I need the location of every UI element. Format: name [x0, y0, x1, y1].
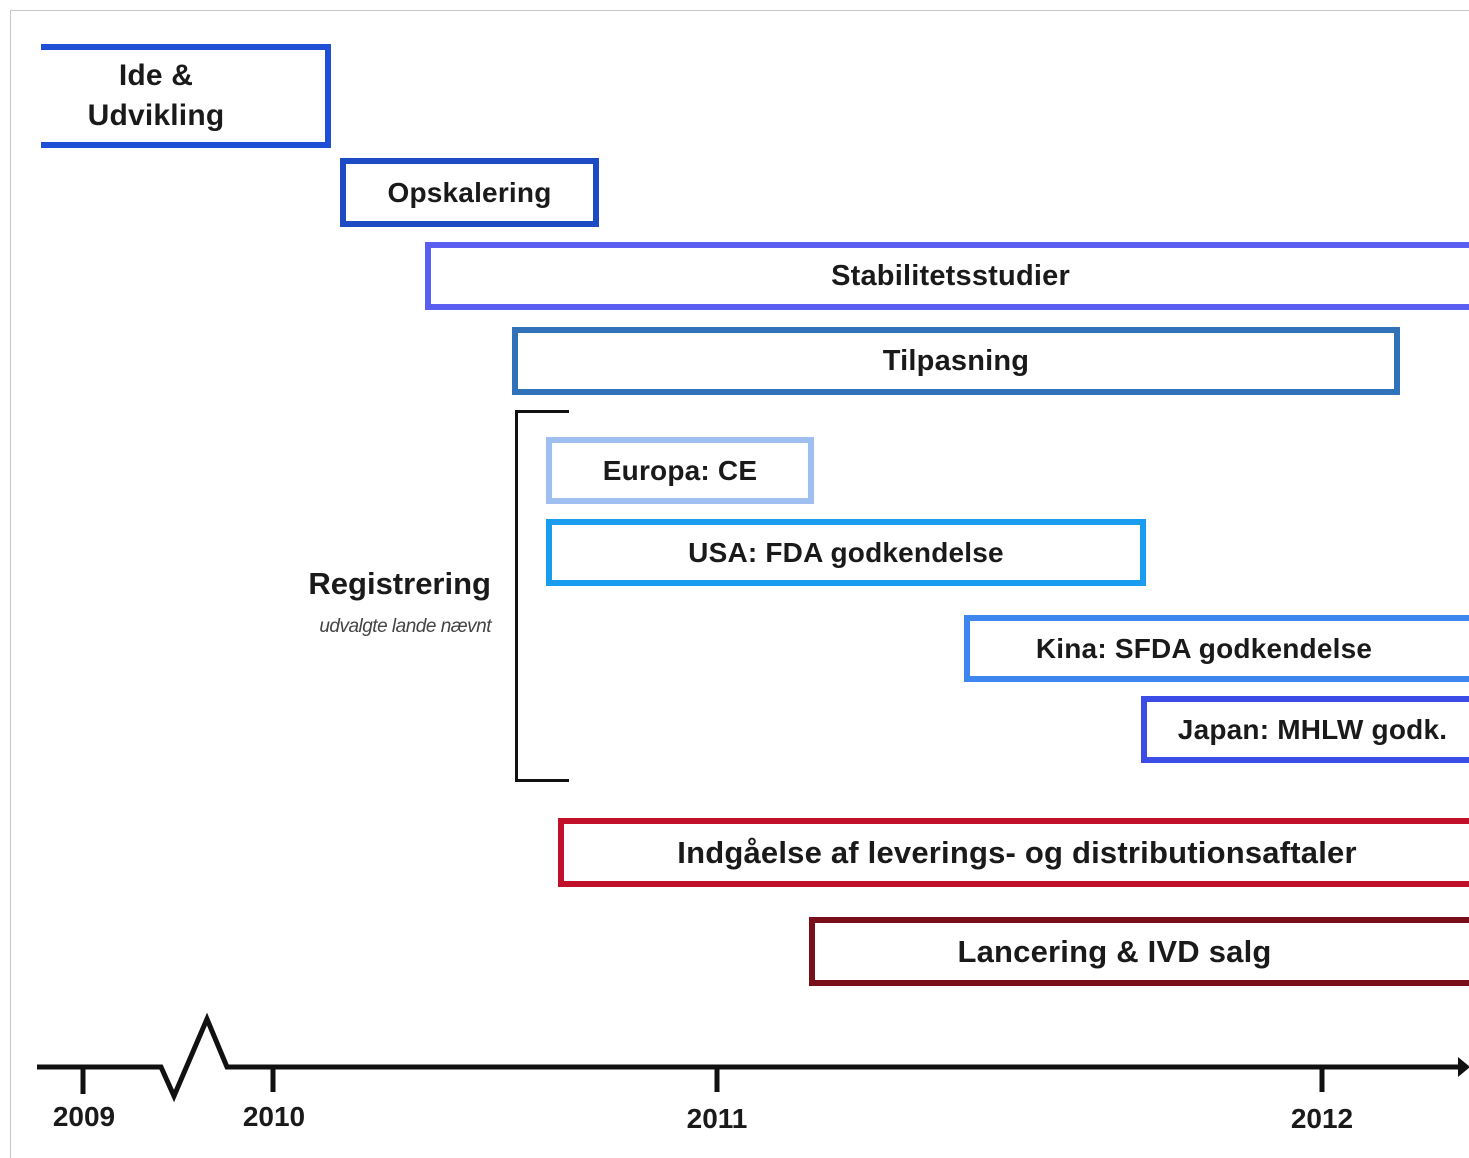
- phase-label: Kina: SFDA godkendelse: [1035, 632, 1373, 664]
- phase-label: Ide & Udvikling: [87, 59, 225, 132]
- phase-kina-sfda: Kina: SFDA godkendelse: [964, 615, 1469, 682]
- registrering-title: Registrering: [308, 566, 491, 601]
- phase-label: Opskalering: [387, 176, 552, 208]
- phase-japan-mhlw: Japan: MHLW godk.: [1141, 696, 1469, 763]
- axis-line: [37, 1012, 1461, 1103]
- phase-label: Tilpasning: [882, 345, 1030, 377]
- year-label-2009: 2009: [52, 1101, 116, 1132]
- phase-lancering-ivd-salg: Lancering & IVD salg: [809, 917, 1469, 986]
- year-label-2010: 2010: [242, 1101, 306, 1132]
- timeline-diagram: Ide & Udvikling Opskalering Stabilitetss…: [10, 10, 1469, 1158]
- registrering-bracket: [515, 410, 569, 782]
- phase-label: USA: FDA godkendelse: [688, 536, 1004, 568]
- phase-label: Indgåelse af leverings- og distributions…: [677, 834, 1357, 870]
- year-label-2012: 2012: [1290, 1103, 1354, 1134]
- time-axis: [37, 1012, 1469, 1103]
- phase-indgaaelse-aftaler: Indgåelse af leverings- og distributions…: [558, 818, 1469, 887]
- phase-tilpasning: Tilpasning: [512, 327, 1400, 395]
- axis-arrowhead: [1458, 1057, 1469, 1077]
- phase-label: Lancering & IVD salg: [957, 933, 1272, 969]
- registrering-subtitle: udvalgte lande nævnt: [319, 616, 491, 637]
- year-label-2011: 2011: [686, 1103, 748, 1134]
- phase-label: Japan: MHLW godk.: [1177, 713, 1448, 745]
- phase-stabilitetsstudier: Stabilitetsstudier: [425, 242, 1469, 310]
- phase-opskalering: Opskalering: [340, 158, 599, 227]
- phase-europa-ce: Europa: CE: [546, 437, 814, 504]
- phase-label: Europa: CE: [602, 454, 758, 486]
- phase-usa-fda: USA: FDA godkendelse: [546, 519, 1146, 586]
- phase-label: Stabilitetsstudier: [831, 260, 1070, 292]
- phase-ide-udvikling: Ide & Udvikling: [41, 44, 331, 148]
